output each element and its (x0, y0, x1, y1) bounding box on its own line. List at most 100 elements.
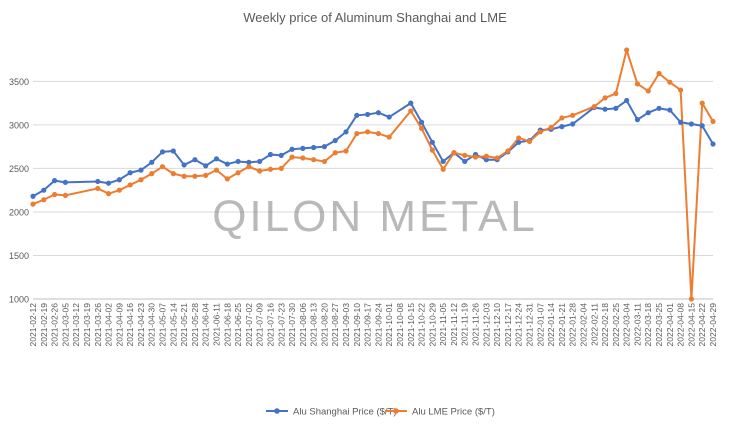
data-point-shanghai (602, 106, 608, 112)
data-point-shanghai (688, 121, 695, 127)
data-point-lme (537, 129, 543, 135)
data-point-shanghai (213, 156, 220, 162)
data-point-shanghai (181, 162, 187, 168)
x-tick-label: 2021-07-09 (255, 303, 265, 347)
data-point-lme (375, 130, 381, 137)
data-point-lme (570, 112, 576, 118)
data-point-shanghai (95, 178, 101, 185)
data-point-shanghai (624, 97, 630, 104)
data-point-lme (526, 138, 533, 145)
y-tick-label: 3500 (9, 77, 29, 87)
data-point-shanghai (170, 148, 176, 154)
legend-swatch-marker (393, 408, 399, 414)
data-point-lme (321, 158, 328, 165)
x-tick-label: 2021-04-16 (125, 303, 135, 347)
x-tick-label: 2021-09-17 (363, 303, 373, 347)
x-tick-label: 2021-10-08 (395, 303, 405, 347)
data-point-lme (516, 135, 522, 141)
data-point-lme (602, 95, 608, 101)
data-point-shanghai (257, 158, 263, 165)
data-point-lme (472, 154, 479, 160)
data-point-shanghai (159, 149, 166, 155)
x-tick-label: 2021-12-17 (503, 303, 513, 347)
data-point-lme (645, 88, 651, 94)
data-point-shanghai (710, 141, 716, 147)
data-point-shanghai (127, 170, 133, 176)
data-point-lme (278, 165, 284, 172)
x-tick-label: 2021-07-02 (244, 303, 254, 347)
x-tick-label: 2021-04-23 (136, 303, 146, 347)
data-point-shanghai (321, 144, 328, 150)
data-point-lme (678, 87, 684, 93)
data-point-lme (505, 148, 511, 154)
data-point-shanghai (354, 112, 360, 118)
data-point-lme (548, 124, 554, 131)
x-tick-label: 2021-02-12 (28, 303, 38, 347)
data-point-lme (634, 81, 641, 87)
x-tick-label: 2021-06-11 (211, 303, 221, 346)
data-point-lme (311, 157, 317, 163)
data-point-lme (116, 187, 122, 193)
x-tick-label: 2021-05-07 (158, 303, 168, 347)
y-tick-label: 2000 (9, 207, 29, 217)
data-point-shanghai (634, 117, 641, 123)
data-point-lme (408, 108, 414, 114)
data-point-shanghai (343, 129, 349, 135)
x-tick-label: 2021-06-18 (222, 303, 232, 347)
x-tick-label: 2021-09-24 (373, 303, 383, 347)
x-tick-label: 2021-06-04 (201, 303, 211, 347)
data-point-shanghai (224, 161, 230, 167)
legend: Alu Shanghai Price ($/T) Alu LME Price ($… (266, 407, 495, 418)
chart-title: Weekly price of Aluminum Shanghai and LM… (243, 10, 507, 25)
x-tick-label: 2022-02-04 (578, 303, 588, 347)
data-point-lme (105, 191, 112, 197)
x-tick-label: 2021-03-05 (60, 303, 70, 347)
legend-swatch-marker (274, 408, 280, 414)
data-point-shanghai (332, 137, 338, 144)
data-point-shanghai (440, 158, 446, 165)
data-point-shanghai (386, 114, 392, 120)
x-tick-label: 2021-10-01 (384, 303, 394, 347)
x-tick-label: 2022-02-11 (589, 303, 599, 346)
data-point-lme (213, 167, 220, 173)
data-point-shanghai (678, 119, 684, 125)
data-point-lme (235, 170, 241, 176)
x-tick-label: 2021-11-12 (449, 303, 459, 346)
series-layer (30, 47, 716, 302)
data-point-shanghai (62, 179, 68, 185)
x-tick-label: 2021-12-03 (481, 303, 491, 347)
data-point-lme (591, 104, 597, 110)
data-point-lme (149, 171, 155, 177)
y-tick-label: 3000 (9, 120, 29, 130)
data-point-lme (688, 296, 695, 302)
x-tick-label: 2021-12-10 (492, 303, 502, 347)
x-tick-label: 2021-12-31 (525, 303, 535, 347)
x-tick-label: 2021-08-20 (319, 303, 329, 347)
data-point-lme (332, 150, 338, 156)
x-tick-label: 2021-08-27 (330, 303, 340, 347)
data-point-shanghai (667, 107, 673, 113)
x-tick-label: 2021-04-30 (147, 303, 157, 347)
data-point-lme (289, 154, 295, 160)
x-tick-label: 2022-04-15 (686, 303, 696, 347)
x-tick-label: 2021-11-26 (471, 303, 481, 346)
x-tick-label: 2021-07-23 (276, 303, 286, 347)
x-tick-label: 2022-01-21 (557, 303, 567, 347)
y-tick-label: 1000 (9, 295, 29, 305)
data-point-shanghai (116, 177, 122, 183)
x-tick-label: 2022-04-29 (708, 303, 718, 347)
data-point-lme (257, 168, 263, 174)
x-tick-label: 2022-03-11 (632, 303, 642, 346)
data-point-lme (246, 164, 252, 170)
x-tick-label: 2021-04-02 (104, 303, 114, 347)
y-tick-label: 2500 (9, 164, 29, 174)
x-tick-label: 2022-03-25 (654, 303, 664, 347)
x-tick-label: 2021-05-21 (179, 303, 189, 347)
data-point-lme (51, 191, 58, 198)
data-point-lme (138, 177, 144, 183)
data-point-shanghai (408, 100, 414, 106)
data-point-lme (462, 152, 468, 158)
data-point-lme (159, 164, 166, 170)
